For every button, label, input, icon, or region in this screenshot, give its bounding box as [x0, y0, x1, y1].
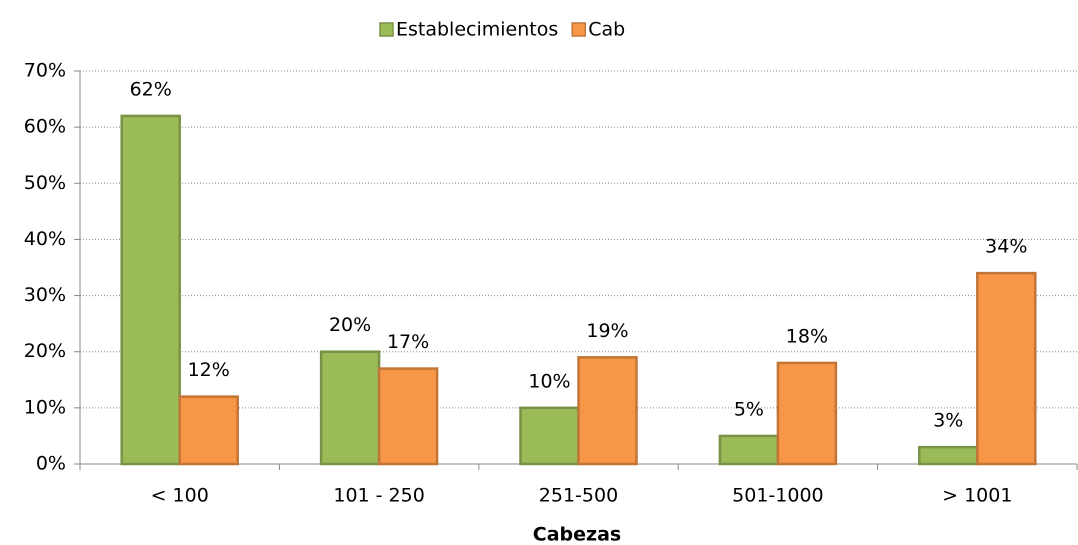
data-label: 34%: [985, 236, 1027, 258]
y-tick-label: 70%: [24, 60, 66, 82]
data-label: 5%: [734, 398, 764, 420]
data-label: 19%: [586, 320, 628, 342]
y-tick-label: 30%: [24, 284, 66, 306]
x-tick-label: 251-500: [539, 485, 618, 507]
legend-label: Cab: [588, 19, 625, 41]
bar: [519, 406, 580, 466]
x-tick-label: > 1001: [942, 485, 1012, 507]
x-tick-label: < 100: [151, 485, 209, 507]
bar: [976, 271, 1037, 466]
data-label: 17%: [387, 331, 429, 353]
bar: [718, 434, 780, 466]
y-tick-label: 0%: [36, 453, 66, 475]
y-tick-label: 10%: [24, 396, 66, 418]
data-label: 18%: [786, 325, 828, 347]
x-tick-label: 501-1000: [732, 485, 823, 507]
y-tick-label: 20%: [24, 340, 66, 362]
x-axis-title: Cabezas: [533, 524, 621, 545]
x-tick-label: 101 - 250: [333, 485, 424, 507]
bar: [577, 356, 638, 466]
data-label: 12%: [188, 359, 230, 381]
y-tick-label: 60%: [24, 116, 66, 138]
legend-swatch: [571, 22, 586, 37]
y-tick-label: 50%: [24, 172, 66, 194]
bar: [178, 395, 239, 466]
y-tick-label: 40%: [24, 228, 66, 250]
bar: [120, 114, 181, 466]
legend-swatch: [379, 22, 394, 37]
bar: [319, 350, 381, 466]
data-label: 20%: [329, 314, 371, 336]
bar: [377, 367, 439, 466]
data-label: 62%: [130, 78, 172, 100]
data-label: 3%: [933, 410, 963, 432]
bar: [918, 445, 979, 466]
data-label: 10%: [528, 370, 570, 392]
legend-label: Establecimientos: [396, 19, 558, 41]
bar: [776, 361, 838, 466]
